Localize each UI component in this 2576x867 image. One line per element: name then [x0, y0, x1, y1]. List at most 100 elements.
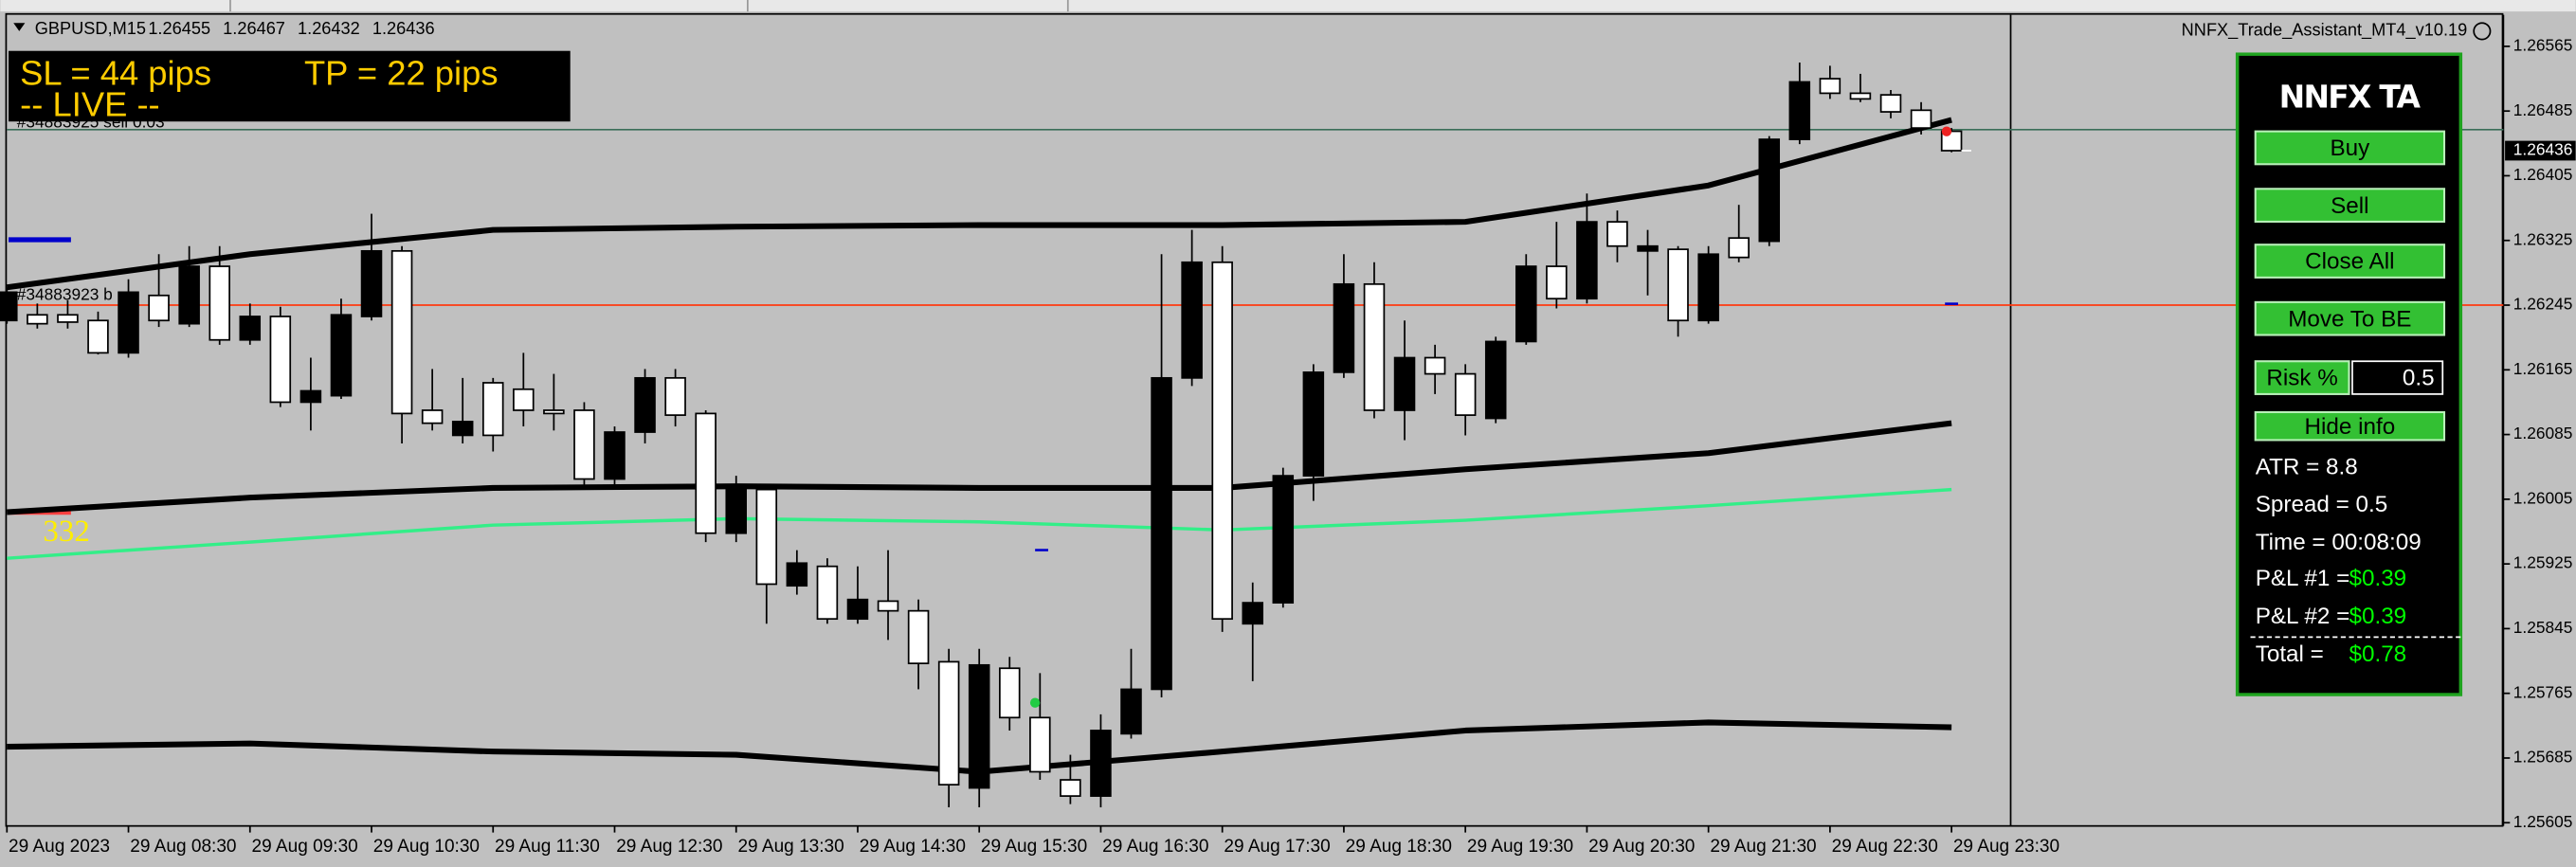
button-label[interactable]: Move To BE: [2288, 306, 2411, 332]
candle-body: [786, 562, 808, 587]
pnl-value: $0.39: [2349, 566, 2406, 591]
pnl-label: P&L #1 =: [2256, 566, 2350, 591]
x-tick-label: 29 Aug 18:30: [1346, 837, 1452, 857]
candle-body: [1667, 248, 1689, 322]
candle-body: [1393, 356, 1416, 411]
candle-body: [1849, 92, 1872, 100]
candle-body: [937, 660, 960, 786]
button-label[interactable]: Risk %: [2266, 366, 2337, 391]
candle-body: [148, 294, 170, 322]
x-tick-label: 29 Aug 19:30: [1467, 837, 1573, 857]
y-tick-label: 1.26005: [2513, 488, 2573, 507]
ohlc-value: 1.26436: [372, 19, 435, 38]
pnl-label: P&L #2 =: [2256, 604, 2350, 629]
candle-body: [1576, 221, 1598, 300]
x-tick-label: 29 Aug 13:30: [737, 837, 844, 857]
x-tick-label: 29 Aug 10:30: [373, 837, 480, 857]
tab-strip: [0, 0, 2576, 12]
button-label[interactable]: Hide info: [2304, 414, 2395, 440]
panel-button[interactable]: [2254, 410, 2446, 442]
panel-info: Time = 00:08:09: [2256, 530, 2422, 555]
y-tick-label: 1.26165: [2513, 359, 2573, 378]
ohlc-value: 1.26467: [223, 19, 285, 38]
candle-body: [1120, 688, 1142, 735]
candle-body: [1637, 244, 1659, 252]
panel-button[interactable]: [2254, 244, 2446, 279]
candle-body: [1728, 237, 1750, 259]
panel-button[interactable]: [2254, 360, 2350, 395]
y-tick-label: 1.25845: [2513, 618, 2573, 637]
info-box: [9, 50, 571, 122]
x-tick-label: 29 Aug 17:30: [1224, 837, 1330, 857]
y-tick-label: 1.25685: [2513, 748, 2573, 767]
candle-body: [481, 382, 504, 437]
candle-body: [299, 389, 322, 404]
y-tick-label: 1.26245: [2513, 295, 2573, 314]
candle-body: [87, 319, 109, 354]
y-tick-label: 1.26565: [2513, 35, 2573, 54]
x-tick-label: 29 Aug 20:30: [1588, 837, 1695, 857]
panel-button[interactable]: [2254, 300, 2446, 336]
candle-body: [816, 565, 839, 621]
button-label[interactable]: Buy: [2330, 135, 2370, 161]
candle-body: [239, 316, 262, 341]
candle-body: [1060, 779, 1081, 797]
y-tick-label: 1.25765: [2513, 682, 2573, 701]
trade-arrow: [1941, 126, 1952, 136]
candle-body: [1363, 282, 1386, 411]
candle-body: [178, 265, 200, 325]
indicator-line: [7, 420, 1952, 515]
candle-body: [0, 291, 18, 322]
risk-input[interactable]: [2351, 360, 2444, 395]
status-text: -- LIVE --: [20, 84, 160, 123]
candle-body: [1454, 372, 1477, 416]
candle-body: [360, 249, 383, 317]
x-tick-label: 29 Aug 09:30: [252, 837, 358, 857]
panel-info: ATR = 8.8: [2256, 454, 2358, 479]
candle-body: [1424, 356, 1446, 375]
button-label[interactable]: Close All: [2305, 249, 2394, 275]
candle-body: [725, 488, 747, 534]
candle-body: [1484, 340, 1507, 420]
candle-body: [1272, 475, 1295, 604]
y-tick-label: 1.26325: [2513, 229, 2573, 248]
candle-body: [1302, 371, 1325, 477]
x-tick-label: 29 Aug 16:30: [1102, 837, 1208, 857]
risk-value: 0.5: [2403, 366, 2435, 391]
button-label[interactable]: Sell: [2331, 193, 2368, 219]
candle-body: [330, 314, 353, 397]
y-tick-label: 1.26405: [2513, 165, 2573, 184]
candle-body: [1758, 138, 1781, 243]
candle-body: [1151, 376, 1172, 691]
marker-text: 332: [43, 515, 89, 549]
candle-body: [846, 598, 869, 621]
candle-body: [421, 409, 444, 424]
plot-border: [5, 12, 2504, 827]
y-tick-label: 1.25605: [2513, 812, 2573, 831]
candle-body: [1029, 716, 1051, 773]
sl-text: SL = 44 pips: [20, 53, 211, 92]
candle-body: [1211, 261, 1233, 621]
x-tick-label: 29 Aug 2023: [9, 837, 110, 857]
panel-title: NNFX TA: [2279, 78, 2422, 115]
candle-body: [269, 316, 292, 404]
panel-button[interactable]: [2254, 130, 2446, 166]
x-tick-label: 29 Aug 23:30: [1953, 837, 2059, 857]
candle-body: [1606, 221, 1628, 247]
candle-body: [573, 409, 595, 480]
x-tick-label: 29 Aug 14:30: [860, 837, 966, 857]
candle-body: [664, 376, 686, 416]
panel-button[interactable]: [2254, 188, 2446, 223]
candle-body: [999, 667, 1021, 719]
candle-body: [1333, 282, 1355, 373]
candle-body: [57, 314, 79, 323]
price-tag-bg: [2505, 140, 2576, 161]
y-tick-label: 1.25925: [2513, 553, 2573, 572]
candle-body: [695, 412, 717, 534]
price-tag: 1.26436: [2513, 140, 2573, 159]
x-tick-label: 29 Aug 21:30: [1710, 837, 1816, 857]
candle-body: [1879, 94, 1902, 113]
trade-arrow: [1029, 697, 1041, 708]
